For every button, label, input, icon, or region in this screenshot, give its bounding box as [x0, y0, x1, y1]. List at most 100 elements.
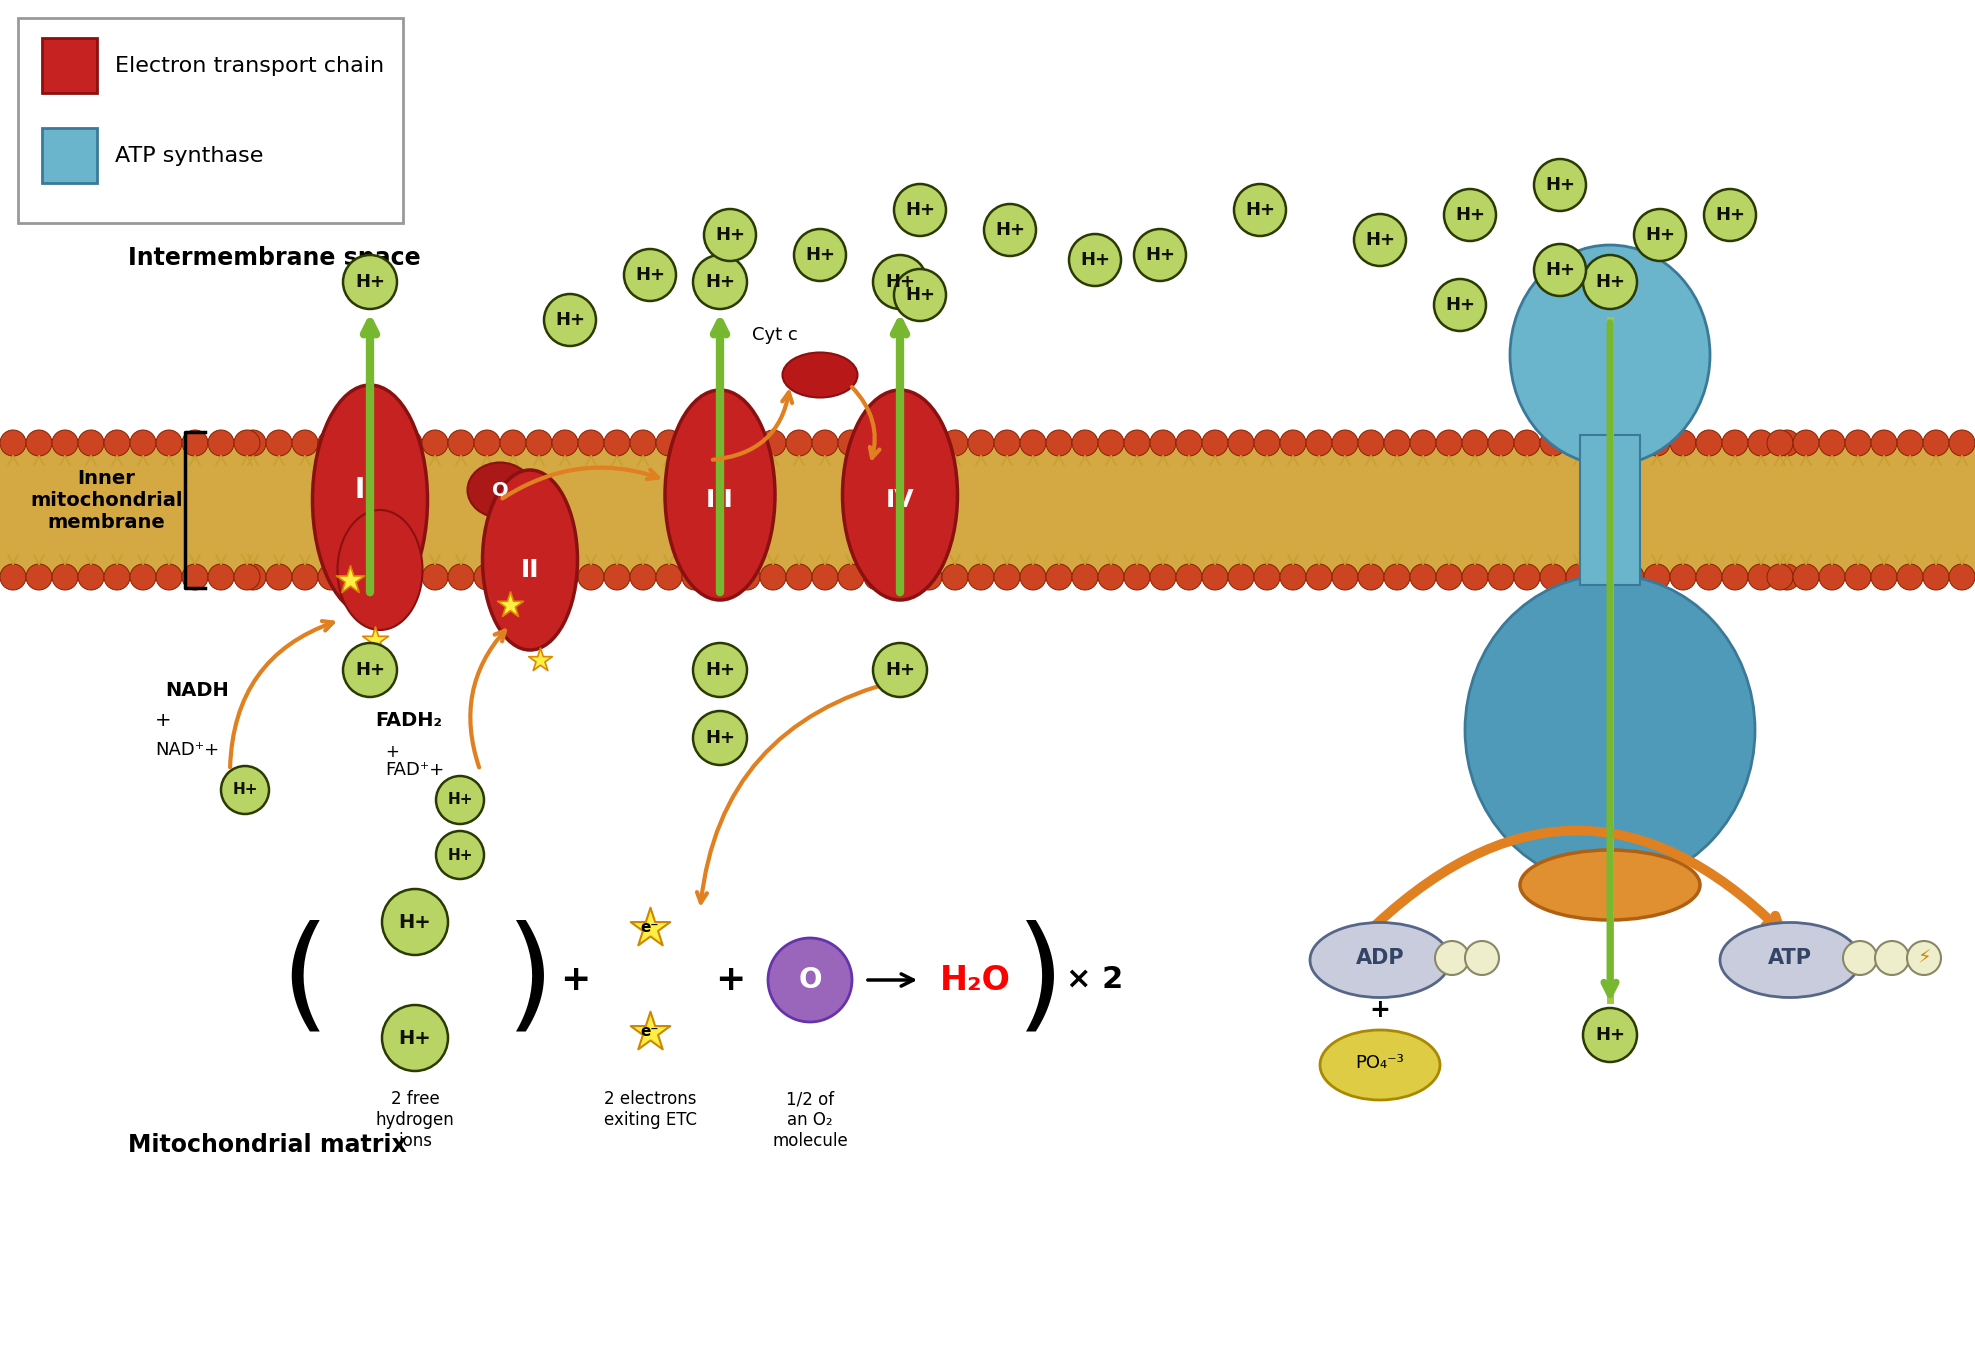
Text: × 2: × 2: [1066, 966, 1124, 994]
Circle shape: [1436, 941, 1469, 975]
Circle shape: [207, 430, 233, 456]
Text: H+: H+: [233, 782, 259, 797]
Text: H+: H+: [1544, 261, 1574, 278]
Circle shape: [873, 255, 926, 310]
Circle shape: [1924, 564, 1949, 589]
Text: H+: H+: [356, 273, 385, 291]
Circle shape: [1618, 430, 1643, 456]
Text: H+: H+: [356, 661, 385, 679]
Circle shape: [1643, 430, 1671, 456]
Text: ): ): [1015, 919, 1065, 1040]
Circle shape: [1515, 564, 1540, 589]
Circle shape: [895, 183, 946, 236]
Circle shape: [916, 430, 942, 456]
Text: FADH₂: FADH₂: [375, 710, 442, 729]
Circle shape: [1535, 244, 1586, 296]
Circle shape: [707, 430, 735, 456]
Circle shape: [1436, 430, 1462, 456]
Circle shape: [543, 293, 596, 346]
Circle shape: [156, 564, 182, 589]
Circle shape: [891, 430, 916, 456]
Circle shape: [436, 831, 484, 879]
Bar: [0, 448, 241, 572]
Text: H+: H+: [1645, 225, 1675, 244]
Circle shape: [1434, 278, 1485, 331]
Ellipse shape: [1319, 1029, 1440, 1100]
Ellipse shape: [1309, 922, 1450, 998]
Circle shape: [1768, 564, 1793, 589]
Circle shape: [1047, 564, 1072, 589]
Text: H+: H+: [1456, 206, 1485, 224]
Text: e⁻: e⁻: [640, 1024, 660, 1039]
Ellipse shape: [782, 353, 857, 398]
Circle shape: [381, 1005, 448, 1071]
Circle shape: [221, 766, 269, 813]
Circle shape: [423, 430, 448, 456]
Text: Cyt c: Cyt c: [752, 326, 798, 344]
Circle shape: [1633, 209, 1687, 261]
Circle shape: [1384, 430, 1410, 456]
Circle shape: [1124, 564, 1149, 589]
Circle shape: [1722, 564, 1748, 589]
Circle shape: [1540, 564, 1566, 589]
Circle shape: [942, 430, 968, 456]
Text: H+: H+: [705, 661, 735, 679]
Circle shape: [436, 775, 484, 824]
Circle shape: [1592, 430, 1618, 456]
Circle shape: [984, 204, 1037, 257]
Text: H+: H+: [1596, 1027, 1625, 1044]
Circle shape: [1793, 430, 1819, 456]
Text: Inner
mitochondrial
membrane: Inner mitochondrial membrane: [30, 469, 182, 531]
Circle shape: [1280, 564, 1305, 589]
Circle shape: [1175, 564, 1203, 589]
Circle shape: [1898, 564, 1924, 589]
Circle shape: [77, 564, 105, 589]
Circle shape: [448, 430, 474, 456]
Circle shape: [207, 564, 233, 589]
Circle shape: [703, 209, 756, 261]
Circle shape: [1462, 564, 1487, 589]
Circle shape: [707, 564, 735, 589]
Circle shape: [1280, 430, 1305, 456]
Ellipse shape: [468, 463, 533, 517]
Circle shape: [794, 230, 845, 281]
Circle shape: [1410, 430, 1436, 456]
Circle shape: [863, 430, 891, 456]
Point: [523, 649, 555, 671]
Ellipse shape: [843, 390, 958, 600]
Circle shape: [1068, 234, 1122, 287]
Point: [359, 629, 391, 650]
Circle shape: [604, 564, 630, 589]
Circle shape: [693, 712, 747, 765]
Circle shape: [630, 430, 656, 456]
Circle shape: [579, 564, 604, 589]
Circle shape: [1843, 941, 1876, 975]
Circle shape: [1359, 430, 1384, 456]
Circle shape: [1874, 941, 1910, 975]
Circle shape: [1234, 183, 1286, 236]
Circle shape: [1898, 430, 1924, 456]
Ellipse shape: [482, 470, 577, 650]
Circle shape: [1845, 430, 1870, 456]
Text: I: I: [356, 477, 365, 504]
Circle shape: [551, 564, 579, 589]
Circle shape: [551, 430, 579, 456]
Circle shape: [1355, 215, 1406, 266]
Point: [634, 917, 666, 938]
Circle shape: [1515, 430, 1540, 456]
Circle shape: [318, 430, 344, 456]
Circle shape: [760, 564, 786, 589]
Point: [334, 569, 365, 591]
Text: H+: H+: [905, 287, 934, 304]
Circle shape: [1908, 941, 1941, 975]
Circle shape: [500, 430, 525, 456]
Circle shape: [105, 564, 130, 589]
Circle shape: [993, 564, 1019, 589]
Ellipse shape: [1521, 850, 1700, 919]
Circle shape: [51, 430, 77, 456]
Circle shape: [735, 430, 760, 456]
Circle shape: [1819, 430, 1845, 456]
Text: H+: H+: [705, 729, 735, 747]
Circle shape: [369, 564, 397, 589]
Circle shape: [1098, 430, 1124, 456]
